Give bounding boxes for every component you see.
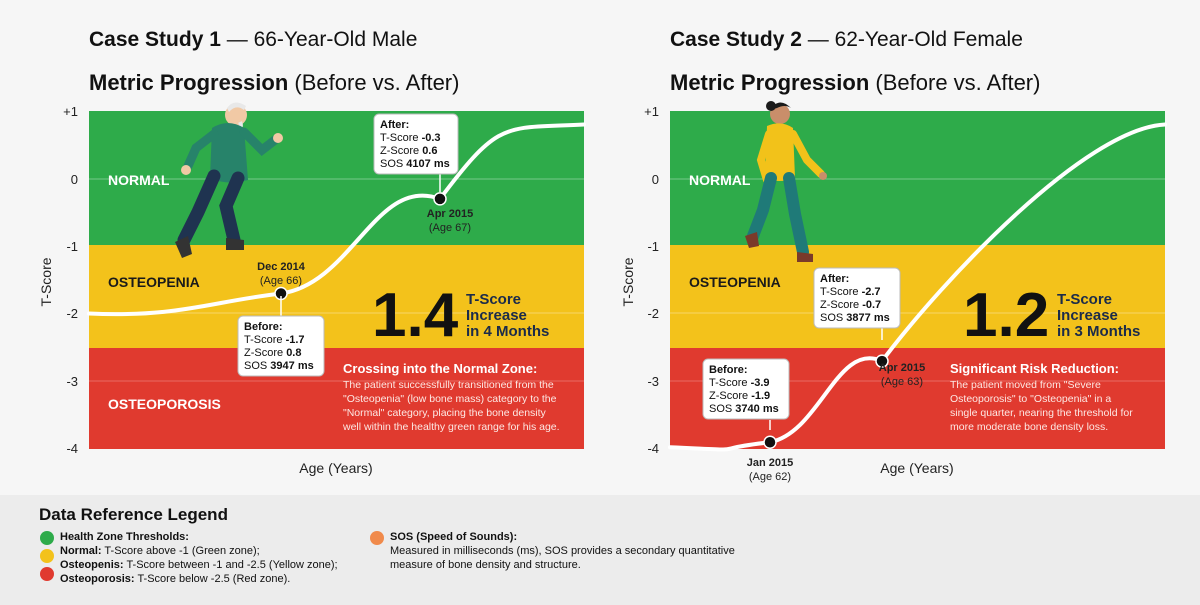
yellow-dot-icon [40,549,54,563]
legend-sos-line: measure of bone density and structure. [390,559,581,571]
before-date: Dec 2014 [257,261,306,273]
tscore-chart-2: NORMAL OSTEOPENIA +1 0 -1 -2 -3 -4 T-Sco… [620,101,1167,483]
case-study-1-panel: Case Study 1 — 66-Year-Old Male Metric P… [0,0,600,495]
after-age: (Age 67) [429,222,471,234]
zone-label-osteopenia: OSTEOPENIA [689,274,781,290]
legend-title: Data Reference Legend [39,505,228,524]
legend-zones-title: Health Zone Thresholds: [60,531,189,543]
green-dot-icon [40,531,54,545]
after-date: Apr 2015 [427,208,473,220]
svg-text:Z-Score 0.8: Z-Score 0.8 [244,347,301,359]
tscore-curve [668,122,1167,452]
svg-text:T-Score -2.7: T-Score -2.7 [820,286,881,298]
y-tick: -2 [647,306,659,321]
case-study-2-panel: Case Study 2 — 62-Year-Old Female Metric… [581,0,1181,495]
orange-dot-icon [370,531,384,545]
y-tick: +1 [644,104,659,119]
after-date: Apr 2015 [879,362,925,374]
case-title: Case Study 2 — 62-Year-Old Female [670,28,1023,51]
after-age: (Age 63) [881,376,923,388]
osteopenia-zone [670,245,1165,348]
metric-title: Metric Progression (Before vs. After) [89,70,460,95]
increase-line: in 4 Months [466,323,549,340]
increase-line: Increase [1057,307,1118,324]
after-info-box: After: T-Score -0.3 Z-Score 0.6 SOS 4107… [373,113,459,192]
y-tick: +1 [63,104,78,119]
before-date: Jan 2015 [747,457,793,469]
y-tick: -3 [647,374,659,389]
x-axis-title: Age (Years) [880,460,953,476]
svg-text:SOS 3877 ms: SOS 3877 ms [820,312,890,324]
before-age: (Age 66) [260,275,302,287]
y-tick: -1 [647,239,659,254]
before-info-box: Before: T-Score -3.9 Z-Score -1.9 SOS 37… [702,358,790,430]
legend-osteopenia: Osteopenis: T-Score between -1 and -2.5 … [60,559,338,571]
svg-text:Before:: Before: [709,364,748,376]
desc-line: Osteoporosis" to "Osteopenia" in a [950,393,1111,405]
zone-label-normal: NORMAL [689,172,751,188]
y-axis-title: T-Score [38,257,54,306]
desc-line: well within the healthy green range for … [342,421,560,433]
increase-value: 1.4 [372,281,459,350]
data-reference-legend: Data Reference Legend Health Zone Thresh… [0,495,1200,605]
zone-label-osteopenia: OSTEOPENIA [108,274,200,290]
desc-line: "Normal" category, placing the bone dens… [343,407,547,419]
y-tick: -3 [66,374,78,389]
svg-text:Z-Score 0.6: Z-Score 0.6 [380,145,437,157]
desc-line: The patient successfully transitioned fr… [343,379,554,391]
svg-text:T-Score -0.3: T-Score -0.3 [380,132,441,144]
runner-figure [175,102,283,258]
legend-normal: Normal: T-Score above -1 (Green zone); [60,545,260,557]
y-tick: -4 [66,441,78,456]
svg-text:Z-Score -0.7: Z-Score -0.7 [820,299,881,311]
desc-title: Crossing into the Normal Zone: [343,361,537,376]
after-point [433,192,447,206]
desc-line: more moderate bone density loss. [950,421,1108,433]
svg-text:T-Score -1.7: T-Score -1.7 [244,334,305,346]
y-tick: -1 [66,239,78,254]
zone-label-osteoporosis: OSTEOPOROSIS [108,396,221,412]
after-point [875,354,889,368]
increase-line: T-Score [1057,291,1112,308]
y-tick: 0 [652,172,659,187]
tscore-chart-1: NORMAL OSTEOPENIA OSTEOPOROSIS +1 0 -1 -… [38,102,586,476]
legend-sos-title: SOS (Speed of Sounds): [390,531,518,543]
y-axis-title: T-Score [620,257,636,306]
increase-value: 1.2 [963,281,1049,350]
before-info-box: Before: T-Score -1.7 Z-Score 0.8 SOS 394… [237,296,325,377]
increase-line: Increase [466,307,527,324]
svg-text:Before:: Before: [244,321,283,333]
osteoporosis-zone [89,348,584,449]
metric-title: Metric Progression (Before vs. After) [670,70,1041,95]
tscore-curve [87,122,586,317]
svg-text:After:: After: [380,119,409,131]
before-point [763,435,777,449]
before-age: (Age 62) [749,471,791,483]
red-dot-icon [40,567,54,581]
after-info-box: After: T-Score -2.7 Z-Score -0.7 SOS 387… [813,267,901,340]
desc-title: Significant Risk Reduction: [950,361,1119,376]
increase-line: in 3 Months [1057,323,1140,340]
svg-text:After:: After: [820,273,849,285]
svg-text:SOS 3740 ms: SOS 3740 ms [709,403,779,415]
zone-label-normal: NORMAL [108,172,170,188]
case-title: Case Study 1 — 66-Year-Old Male [89,28,418,51]
desc-line: The patient moved from "Severe [950,379,1101,391]
svg-text:Z-Score -1.9: Z-Score -1.9 [709,390,770,402]
svg-text:SOS 3947 ms: SOS 3947 ms [244,360,314,372]
desc-line: "Osteopenia" (low bone mass) category to… [343,393,557,405]
walker-figure [745,101,827,262]
y-tick: -4 [647,441,659,456]
desc-line: single quarter, nearing the threshold fo… [950,407,1133,419]
y-tick: -2 [66,306,78,321]
legend-osteoporosis: Osteoporosis: T-Score below -2.5 (Red zo… [60,573,291,585]
legend-sos-line: Measured in milliseconds (ms), SOS provi… [390,545,735,557]
y-tick: 0 [71,172,78,187]
x-axis-title: Age (Years) [299,460,372,476]
increase-line: T-Score [466,291,521,308]
svg-text:T-Score -3.9: T-Score -3.9 [709,377,770,389]
svg-text:SOS 4107 ms: SOS 4107 ms [380,158,450,170]
